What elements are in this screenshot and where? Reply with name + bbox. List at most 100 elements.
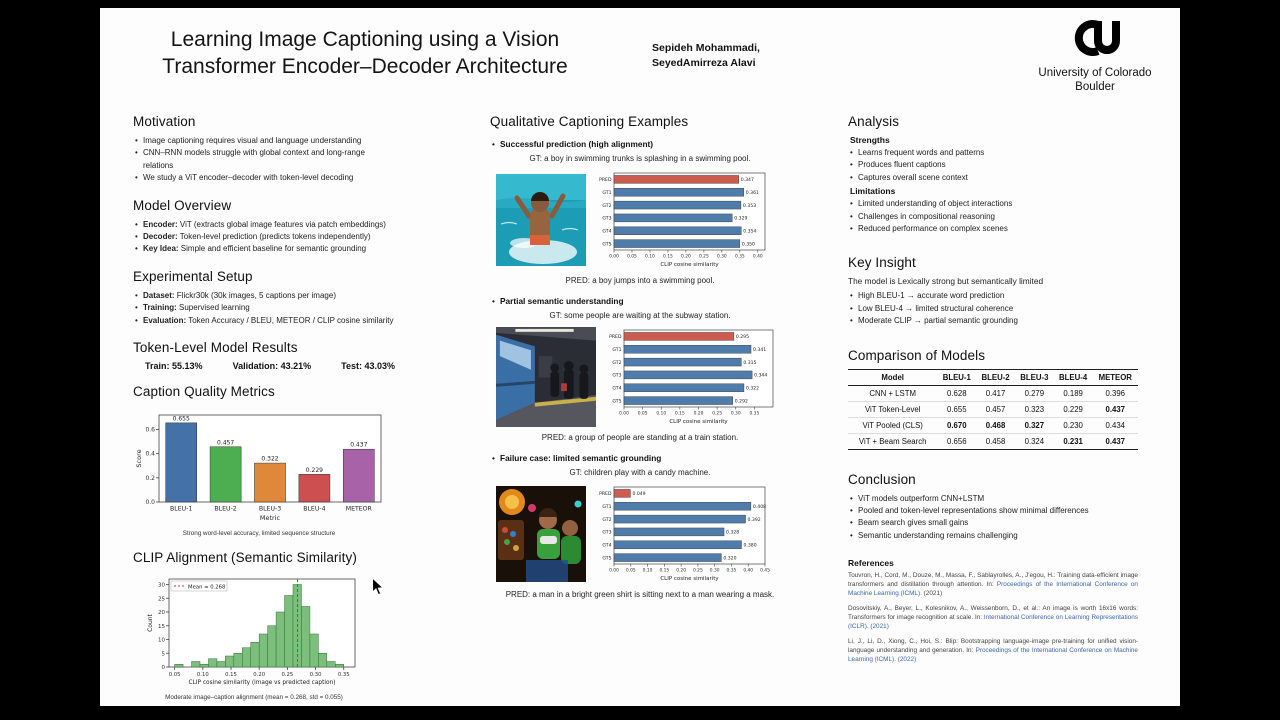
comparison-heading: Comparison of Models — [848, 347, 986, 363]
table-row: ViT + Beam Search 0.656 0.458 0.324 0.23… — [848, 433, 1138, 450]
strength-bullet: Produces fluent captions — [848, 159, 1138, 172]
svg-text:GT5: GT5 — [602, 241, 611, 247]
right-column: Analysis Strengths Learns frequent words… — [848, 114, 1138, 678]
bullet-text: Flickr30k (30k images, 5 captions per im… — [174, 290, 336, 300]
svg-text:GT2: GT2 — [602, 203, 611, 209]
svg-text:0.35: 0.35 — [727, 568, 737, 574]
svg-text:0.35: 0.35 — [749, 411, 759, 417]
svg-text:0.20: 0.20 — [681, 254, 691, 260]
conclusion-bullet: Semantic understanding remains challengi… — [848, 530, 1138, 543]
svg-text:0.15: 0.15 — [659, 568, 669, 574]
qualitative-heading: Qualitative Captioning Examples — [490, 114, 689, 129]
section-caption-quality: Caption Quality Metrics 0.0 0.2 0.4 0.6 0.65… — [133, 384, 395, 537]
svg-text:GT3: GT3 — [612, 373, 621, 379]
bullet-text: Simple and efficient baseline for semant… — [178, 244, 367, 254]
reference-item: Dosovitskiy, A., Beyer, L., Kolesnikov, … — [848, 604, 1138, 630]
clip-alignment-caption: Moderate image–caption alignment (mean =… — [165, 693, 343, 701]
gt-caption: GT: some people are waiting at the subwa… — [549, 311, 731, 320]
svg-text:0.30: 0.30 — [731, 411, 741, 417]
authors: Sepideh Mohammadi, SeyedAmirreza Alavi — [652, 41, 760, 71]
svg-text:0.00: 0.00 — [609, 254, 619, 260]
svg-text:0.655: 0.655 — [173, 415, 190, 422]
example-success: • Successful prediction (high alignment) … — [490, 139, 790, 285]
bullet-dot: • — [492, 296, 495, 306]
svg-text:0.00: 0.00 — [619, 411, 629, 417]
bullet-text: ViT (extracts global image features via … — [177, 219, 386, 229]
svg-text:0.20: 0.20 — [253, 672, 265, 678]
affiliation-line-1: University of Colorado — [1038, 67, 1152, 79]
col-header: BLEU-2 — [976, 368, 1015, 386]
validation-result: Validation: 43.21% — [232, 360, 312, 371]
svg-text:GT1: GT1 — [612, 347, 621, 353]
table-row: CNN + LSTM 0.628 0.417 0.279 0.189 0.396 — [848, 385, 1138, 402]
svg-text:0.05: 0.05 — [626, 568, 636, 574]
svg-text:30: 30 — [158, 582, 165, 588]
svg-text:0.15: 0.15 — [663, 254, 673, 260]
bullet-label: Dataset: — [143, 290, 175, 300]
svg-text:GT3: GT3 — [602, 216, 611, 222]
col-header: BLEU-1 — [937, 368, 977, 386]
svg-text:0.10: 0.10 — [643, 568, 653, 574]
svg-text:10: 10 — [158, 637, 165, 643]
section-experimental-setup: Experimental Setup Dataset: Flickr30k (3… — [133, 269, 395, 328]
svg-text:0.10: 0.10 — [656, 411, 666, 417]
svg-text:0.320: 0.320 — [723, 555, 736, 561]
svg-text:BLEU-3: BLEU-3 — [259, 505, 281, 512]
svg-text:0.0: 0.0 — [145, 499, 155, 506]
svg-text:0.353: 0.353 — [743, 203, 756, 209]
svg-text:Mean = 0.268: Mean = 0.268 — [188, 584, 226, 590]
caption-quality-heading: Caption Quality Metrics — [133, 383, 275, 399]
example2-similarity-chart: 0.00 0.05 0.10 0.15 0.20 0.25 0.30 0.35 0.295 PRE… — [604, 325, 790, 429]
motivation-bullet: CNN–RNN models struggle with global cont… — [133, 147, 395, 172]
example3-similarity-chart: 0.00 0.05 0.10 0.15 0.20 0.25 0.30 0.35 0.40 0.45… — [594, 482, 782, 586]
title-line-2: Transformer Encoder–Decoder Architecture — [162, 55, 568, 79]
section-key-insight: Key Insight The model is Lexically stron… — [848, 255, 1138, 328]
svg-text:0.40: 0.40 — [743, 568, 753, 574]
section-motivation: Motivation Image captioning requires vis… — [133, 114, 395, 185]
motivation-heading: Motivation — [133, 114, 196, 129]
cu-interlock-icon — [1074, 20, 1120, 56]
reference-item: Li, J., Li, D., Xiong, C., Hoi, S.: Blip… — [848, 637, 1138, 663]
conclusion-bullet: Pooled and token-level representations s… — [848, 505, 1138, 518]
col-header: BLEU-4 — [1053, 368, 1093, 386]
svg-text:0.329: 0.329 — [734, 216, 747, 222]
bullet-text: Supervised learning — [176, 303, 250, 313]
caption-quality-caption: Strong word-level accuracy, limited sequ… — [182, 529, 336, 537]
bullet-label: Encoder: — [143, 219, 178, 229]
section-conclusion: Conclusion ViT models outperform CNN+LST… — [848, 472, 1138, 543]
example-title: Failure case: limited semantic grounding — [500, 453, 662, 463]
svg-text:0.20: 0.20 — [694, 411, 704, 417]
svg-text:0.328: 0.328 — [726, 530, 739, 536]
svg-text:0.4: 0.4 — [145, 451, 155, 458]
svg-text:0.049: 0.049 — [632, 491, 645, 497]
mouse-cursor — [371, 576, 385, 597]
table-row: ViT Pooled (CLS) 0.670 0.468 0.327 0.230… — [848, 417, 1138, 434]
title-line-1: Learning Image Captioning using a Vision — [170, 28, 560, 51]
svg-text:0.20: 0.20 — [676, 568, 686, 574]
motivation-bullet: Image captioning requires visual and lan… — [133, 135, 395, 148]
svg-text:0.344: 0.344 — [754, 373, 767, 379]
svg-text:0.341: 0.341 — [753, 347, 766, 353]
analysis-heading: Analysis — [848, 114, 900, 129]
setup-bullet: Evaluation: Token Accuracy / BLEU, METEO… — [133, 315, 395, 328]
model-overview-bullet: Key Idea: Simple and efficient baseline … — [133, 243, 395, 256]
svg-text:0.437: 0.437 — [350, 442, 367, 449]
setup-bullet: Training: Supervised learning — [133, 302, 395, 315]
svg-text:0.00: 0.00 — [609, 568, 619, 574]
bullet-dot: • — [492, 139, 495, 149]
svg-text:0.10: 0.10 — [197, 672, 209, 678]
middle-column: Qualitative Captioning Examples • Success… — [490, 114, 790, 610]
svg-text:0.25: 0.25 — [712, 411, 722, 417]
gt-caption: GT: a boy in swimming trunks is splashin… — [529, 154, 751, 163]
strengths-label: Strengths — [850, 135, 890, 145]
author-2: SeyedAmirreza Alavi — [652, 57, 756, 70]
subway-photo — [495, 327, 596, 427]
svg-text:15: 15 — [158, 624, 165, 630]
svg-text:Score: Score — [135, 449, 143, 467]
limitation-bullet: Limited understanding of object interact… — [848, 198, 1138, 211]
svg-text:0.6: 0.6 — [145, 426, 155, 433]
bullet-label: Training: — [143, 303, 177, 313]
token-results-heading: Token-Level Model Results — [133, 339, 298, 355]
key-insight-bullet: Low BLEU-4 → limited structural coherenc… — [848, 303, 1138, 316]
svg-text:PRED: PRED — [609, 334, 622, 340]
